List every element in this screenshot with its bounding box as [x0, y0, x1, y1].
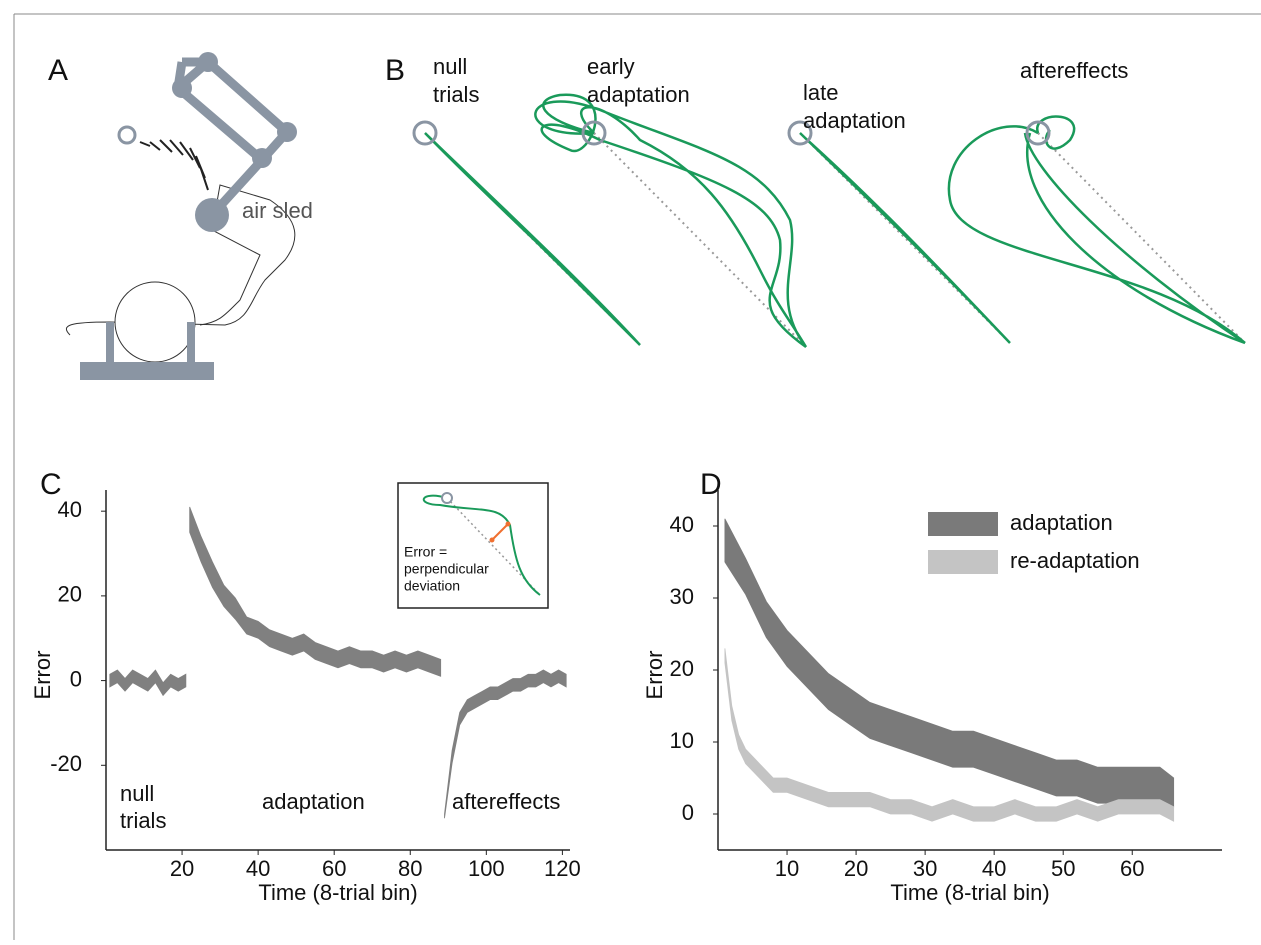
legend-swatch	[928, 512, 998, 536]
x-axis-label: Time (8-trial bin)	[890, 880, 1049, 905]
condition-label: aftereffects	[1020, 58, 1128, 83]
x-tick-label: 10	[775, 856, 799, 881]
condition-label: adaptation	[803, 108, 906, 133]
condition-label: adaptation	[587, 82, 690, 107]
panel-label: C	[40, 468, 62, 501]
x-tick-label: 40	[246, 856, 270, 881]
annotation: null	[120, 781, 154, 806]
y-tick-label: 20	[58, 582, 82, 607]
y-tick-label: 40	[670, 512, 694, 537]
x-tick-label: 50	[1051, 856, 1075, 881]
band	[109, 669, 187, 697]
y-axis-label: Error	[642, 651, 667, 700]
robot-diagram: air sled	[65, 52, 313, 380]
condition-label: late	[803, 80, 838, 105]
legend-label: re-adaptation	[1010, 548, 1140, 573]
condition-label: trials	[433, 82, 479, 107]
x-tick-label: 40	[982, 856, 1006, 881]
condition-label: null	[433, 54, 467, 79]
annotation: adaptation	[262, 789, 365, 814]
inset-text: Error =	[404, 544, 447, 560]
legend-swatch	[928, 550, 998, 574]
legend-label: adaptation	[1010, 510, 1113, 535]
inset-text: deviation	[404, 578, 460, 594]
panel-label: B	[385, 54, 405, 87]
x-tick-label: 120	[544, 856, 581, 881]
x-tick-label: 20	[844, 856, 868, 881]
x-tick-label: 60	[322, 856, 346, 881]
band	[724, 648, 1175, 822]
y-tick-label: 10	[670, 728, 694, 753]
x-tick-label: 30	[913, 856, 937, 881]
y-tick-label: 30	[670, 584, 694, 609]
band	[189, 506, 442, 677]
label: air sled	[242, 198, 313, 223]
y-tick-label: 40	[58, 497, 82, 522]
inset	[397, 482, 549, 609]
y-tick-label: 0	[70, 666, 82, 691]
panel-label: A	[48, 54, 68, 87]
y-tick-label: 20	[670, 656, 694, 681]
trajectories	[412, 93, 1246, 349]
y-tick-label: -20	[50, 751, 82, 776]
y-axis-label: Error	[30, 651, 55, 700]
x-axis-label: Time (8-trial bin)	[258, 880, 417, 905]
annotation: trials	[120, 808, 166, 833]
condition-label: early	[587, 54, 635, 79]
band	[444, 669, 567, 819]
annotation: aftereffects	[452, 789, 560, 814]
x-tick-label: 60	[1120, 856, 1144, 881]
x-tick-label: 80	[398, 856, 422, 881]
inset-text: perpendicular	[404, 561, 489, 577]
x-tick-label: 100	[468, 856, 505, 881]
panel-label: D	[700, 468, 722, 501]
x-tick-label: 20	[170, 856, 194, 881]
y-tick-label: 0	[682, 800, 694, 825]
